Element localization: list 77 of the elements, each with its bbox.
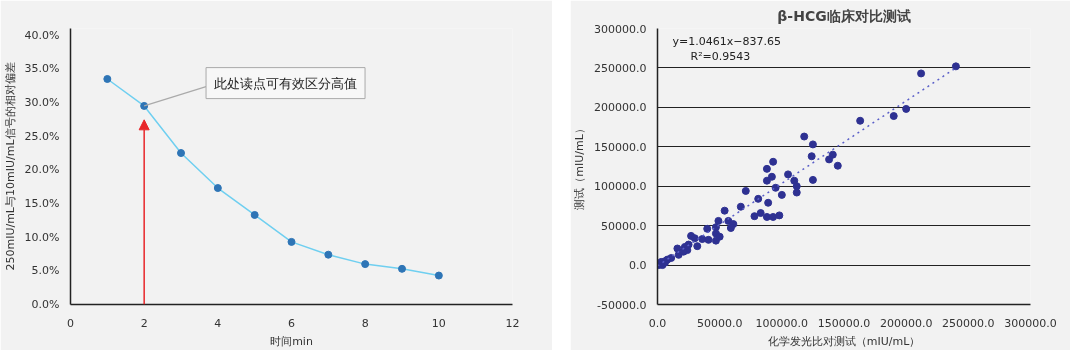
- y-tick-label: 50000.0: [601, 219, 647, 233]
- x-axis-title: 化学发光比对测试（mIU/mL）: [767, 334, 921, 348]
- x-tick-label: 8: [361, 316, 369, 330]
- x-tick-label: 4: [214, 316, 222, 330]
- point: [703, 224, 712, 233]
- y-tick-label: 100000.0: [594, 180, 647, 194]
- point: [720, 206, 729, 215]
- point: [769, 157, 778, 166]
- y-tick-label: 40.0%: [24, 28, 60, 42]
- point: [704, 235, 713, 244]
- point: [764, 198, 773, 207]
- y-axis-title: 250mIU/mL与10mIU/mL信号的相对偏差: [3, 62, 17, 271]
- y-tick-label: 10.0%: [24, 230, 60, 244]
- point: [825, 155, 834, 164]
- chart-title: β-HCG临床对比测试: [777, 7, 911, 24]
- point: [792, 188, 801, 197]
- y-tick-label: 30.0%: [24, 96, 60, 110]
- point: [856, 116, 865, 125]
- annotation: 此处读点可有效区分高值: [214, 75, 358, 91]
- point: [679, 247, 688, 256]
- point: [784, 170, 793, 179]
- x-tick-label: 10: [431, 316, 446, 330]
- point: [726, 224, 735, 232]
- point: [808, 175, 817, 184]
- point: [711, 236, 720, 245]
- y-tick-label: 5.0%: [31, 264, 60, 278]
- point: [767, 172, 776, 181]
- point: [750, 212, 759, 221]
- y-tick-label: 150000.0: [594, 140, 647, 154]
- point: [736, 202, 745, 211]
- point: [775, 211, 784, 220]
- annotation: y=1.0461x−837.65: [672, 34, 781, 48]
- point: [769, 212, 778, 221]
- point: [741, 186, 750, 195]
- point: [951, 62, 960, 71]
- point: [756, 209, 765, 218]
- point: [762, 164, 771, 173]
- y-tick-label: 200000.0: [594, 101, 647, 115]
- x-tick-label: 0: [67, 316, 74, 330]
- y-tick-label: 25.0%: [24, 129, 60, 143]
- y-tick-label: 0.0: [629, 259, 647, 273]
- point: [902, 104, 911, 113]
- point: [777, 190, 786, 199]
- y-axis-title: 测试（mIU/mL）: [573, 123, 587, 210]
- x-tick-label: 50000.0: [696, 316, 743, 330]
- x-tick-label: 12: [505, 316, 520, 330]
- x-tick-label: 300000.0: [1004, 316, 1057, 330]
- y-tick-label: -50000.0: [597, 298, 647, 312]
- point: [808, 140, 817, 149]
- y-tick-label: 20.0%: [24, 163, 60, 177]
- x-tick-label: 2: [140, 316, 148, 330]
- point: [762, 212, 771, 221]
- y-tick-label: 0.0%: [31, 298, 60, 311]
- point: [833, 161, 842, 170]
- y-tick-label: 250000.0: [594, 61, 647, 75]
- point: [714, 216, 723, 225]
- point: [693, 242, 702, 251]
- point: [771, 183, 780, 192]
- point: [889, 112, 898, 121]
- x-tick-label: 200000.0: [879, 316, 933, 330]
- y-tick-label: 15.0%: [24, 197, 60, 211]
- point: [792, 182, 801, 191]
- x-tick-label: 6: [288, 316, 295, 330]
- x-tick-label: 100000.0: [755, 316, 809, 330]
- y-tick-label: 300000.0: [594, 22, 647, 36]
- point: [800, 132, 809, 141]
- x-tick-label: 0.0: [648, 316, 667, 330]
- y-tick-label: 35.0%: [24, 62, 60, 76]
- point: [762, 176, 771, 185]
- point: [754, 194, 763, 203]
- point: [807, 152, 816, 161]
- x-axis-title: 时间min: [270, 334, 313, 348]
- point: [698, 235, 707, 244]
- annotation: R²=0.9543: [690, 49, 751, 63]
- point: [917, 69, 926, 78]
- x-tick-label: 250000.0: [942, 316, 995, 330]
- x-tick-label: 150000.0: [817, 316, 871, 330]
